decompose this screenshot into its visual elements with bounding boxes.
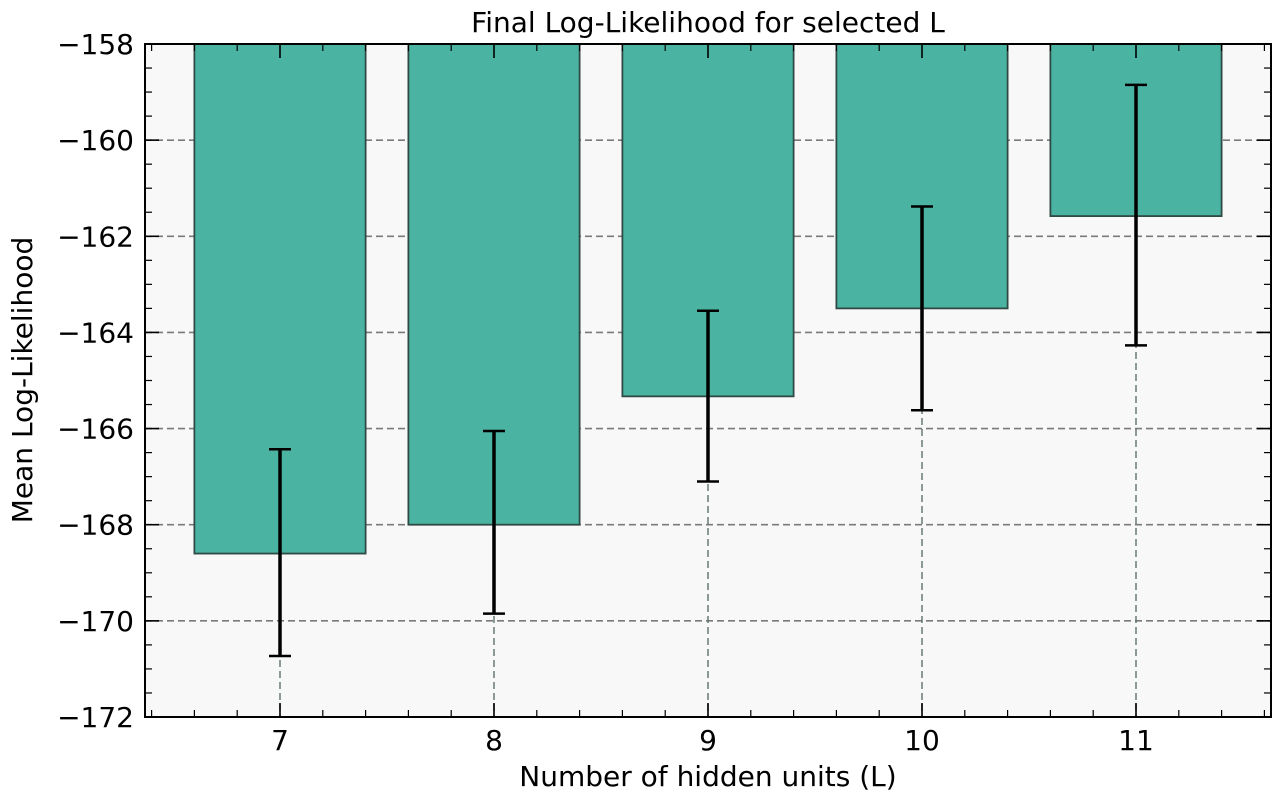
y-tick-label: −170 bbox=[57, 605, 134, 638]
y-tick-label: −172 bbox=[57, 701, 134, 734]
error-bars bbox=[269, 83, 1147, 658]
y-tick-label: −166 bbox=[57, 413, 134, 446]
x-tick-label: 11 bbox=[1118, 724, 1154, 757]
x-tick-label: 7 bbox=[271, 724, 289, 757]
y-tick-label: −158 bbox=[57, 28, 134, 61]
y-tick-label: −160 bbox=[57, 124, 134, 157]
y-tick-label: −162 bbox=[57, 220, 134, 253]
y-axis-tick-labels: −158 −160 −162 −164 −166 −168 −170 −172 bbox=[57, 28, 134, 734]
x-tick-label: 10 bbox=[904, 724, 940, 757]
x-axis-title: Number of hidden units (L) bbox=[519, 760, 896, 793]
x-axis-tick-labels: 7 8 9 10 11 bbox=[271, 724, 1154, 757]
y-tick-label: −168 bbox=[57, 509, 134, 542]
x-tick-label: 8 bbox=[485, 724, 503, 757]
y-axis-title: Mean Log-Likelihood bbox=[6, 237, 39, 523]
y-tick-label: −164 bbox=[57, 316, 134, 349]
chart-title: Final Log-Likelihood for selected L bbox=[471, 6, 945, 39]
axis-ticks bbox=[145, 43, 1271, 718]
x-tick-label: 9 bbox=[699, 724, 717, 757]
